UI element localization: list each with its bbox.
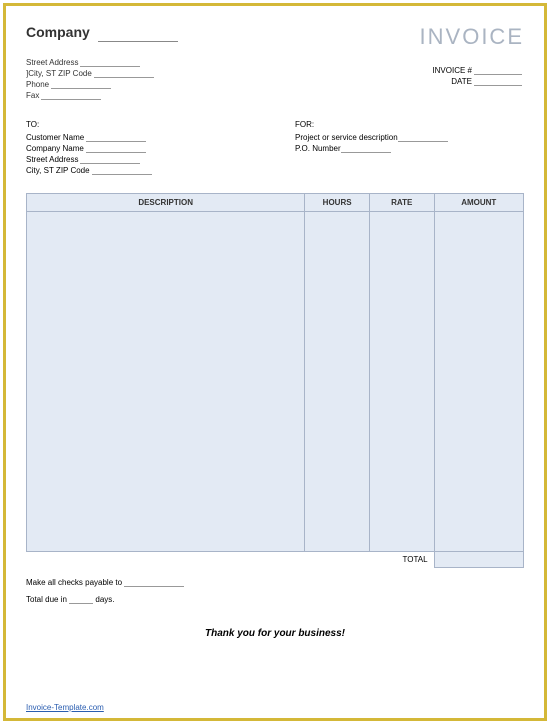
company-name-line[interactable]	[98, 41, 178, 42]
invoice-no-label: INVOICE #	[432, 66, 472, 75]
po-line[interactable]	[341, 145, 391, 153]
to-city-label: City, ST ZIP Code	[26, 166, 90, 175]
date-label: DATE	[451, 77, 472, 86]
col-description: DESCRIPTION	[27, 194, 305, 212]
street-line[interactable]	[80, 59, 140, 67]
to-street-line[interactable]	[80, 156, 140, 164]
street-label: Street Address	[26, 58, 78, 67]
col-amount: AMOUNT	[434, 194, 523, 212]
customer-line[interactable]	[86, 134, 146, 142]
table-body-row	[27, 212, 524, 552]
for-label: FOR:	[295, 120, 524, 129]
po-label: P.O. Number	[295, 144, 341, 153]
payable-prefix: Make all checks payable to	[26, 578, 122, 587]
payable-line[interactable]	[124, 579, 184, 587]
phone-line[interactable]	[51, 81, 111, 89]
to-label: TO:	[26, 120, 255, 129]
project-label: Project or service description	[295, 133, 398, 142]
project-line[interactable]	[398, 134, 448, 142]
phone-label: Phone	[26, 80, 49, 89]
line-items-table: DESCRIPTION HOURS RATE AMOUNT TOTAL	[26, 193, 524, 568]
fax-line[interactable]	[41, 92, 101, 100]
due-prefix: Total due in	[26, 595, 67, 604]
description-cell[interactable]	[27, 212, 305, 552]
to-company-line[interactable]	[86, 145, 146, 153]
rate-cell[interactable]	[369, 212, 434, 552]
thanks-text: Thank you for your business!	[26, 628, 524, 639]
fax-label: Fax	[26, 91, 39, 100]
company-label: Company	[26, 24, 90, 40]
total-row: TOTAL	[27, 552, 524, 568]
due-days-line[interactable]	[69, 596, 93, 604]
source-link[interactable]: Invoice-Template.com	[26, 703, 104, 712]
header-row: Company INVOICE	[26, 24, 524, 50]
invoice-no-line[interactable]	[474, 67, 522, 75]
total-label: TOTAL	[27, 552, 435, 568]
to-block: TO: Customer Name Company Name Street Ad…	[26, 120, 255, 177]
amount-cell[interactable]	[434, 212, 523, 552]
city-label: ]City, ST ZIP Code	[26, 69, 92, 78]
city-line[interactable]	[94, 70, 154, 78]
invoice-title: INVOICE	[420, 24, 524, 50]
invoice-page: Company INVOICE Street Address ]City, ST…	[3, 3, 547, 721]
to-company-label: Company Name	[26, 144, 84, 153]
footer-notes: Make all checks payable to Total due in …	[26, 578, 524, 604]
col-hours: HOURS	[305, 194, 370, 212]
hours-cell[interactable]	[305, 212, 370, 552]
customer-label: Customer Name	[26, 133, 84, 142]
for-block: FOR: Project or service description P.O.…	[295, 120, 524, 177]
total-value-cell[interactable]	[434, 552, 523, 568]
date-line[interactable]	[474, 78, 522, 86]
to-city-line[interactable]	[92, 167, 152, 175]
to-for-row: TO: Customer Name Company Name Street Ad…	[26, 120, 524, 177]
due-suffix: days.	[95, 595, 114, 604]
col-rate: RATE	[369, 194, 434, 212]
to-street-label: Street Address	[26, 155, 78, 164]
invoice-meta-block: INVOICE # DATE	[432, 66, 522, 88]
company-block: Company	[26, 24, 178, 42]
